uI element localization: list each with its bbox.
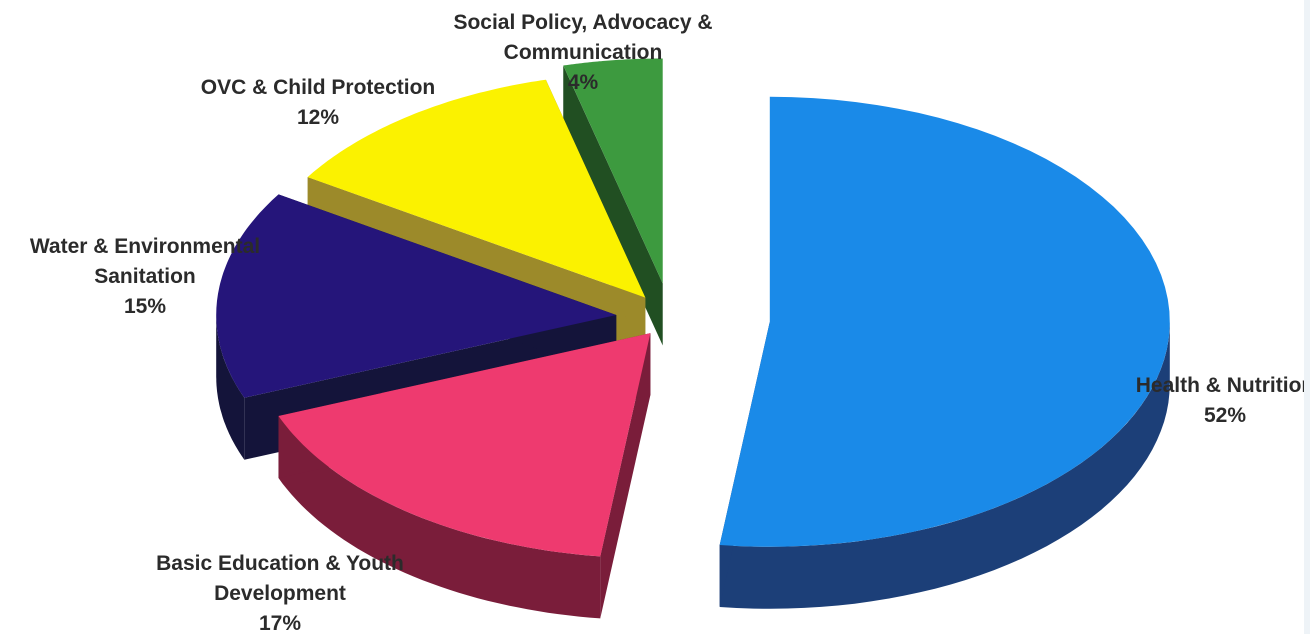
pie-slice-wall <box>600 333 651 619</box>
pie-slice-top <box>278 333 651 557</box>
pie-slice-top <box>216 194 617 398</box>
slice-percent: 4% <box>568 71 599 94</box>
slice-label-line: OVC & Child Protection <box>201 76 436 99</box>
pie-slice-side <box>719 321 1170 609</box>
slice-percent: 17% <box>259 612 301 634</box>
slice-percent: 15% <box>124 295 166 318</box>
pie-slice-basic-education <box>278 333 651 619</box>
slice-label-line: Water & Environmental <box>30 235 260 258</box>
slice-label-line: Communication <box>504 41 663 64</box>
pie-slice-top <box>307 79 646 298</box>
pie-slice-side <box>216 315 245 460</box>
slice-label-line: Health & Nutrition <box>1136 374 1310 397</box>
slice-label-line: Sanitation <box>94 265 196 288</box>
pie-slice-side <box>278 416 601 619</box>
pie-slice-top <box>719 96 1170 547</box>
pie-slice-top <box>563 58 663 284</box>
slice-label-water-sanitation: Water & Environmental Sanitation 15% <box>30 235 260 318</box>
slice-label-social-policy: Social Policy, Advocacy & Communication 4% <box>453 11 712 94</box>
pie-slice-health-nutrition <box>719 96 1170 609</box>
slice-label-basic-education: Basic Education & Youth Development 17% <box>156 552 404 634</box>
slice-label-health-nutrition: Health & Nutrition 52% <box>1136 374 1310 427</box>
pie-slice-wall <box>563 65 663 346</box>
slice-label-ovc-child-protection: OVC & Child Protection 12% <box>201 76 436 129</box>
slice-percent: 12% <box>297 106 339 129</box>
pie-slice-social-policy <box>563 58 663 346</box>
slice-percent: 52% <box>1204 404 1246 427</box>
slice-label-line: Social Policy, Advocacy & <box>453 11 712 34</box>
slice-label-line: Development <box>214 582 346 605</box>
slice-label-line: Basic Education & Youth <box>156 552 404 575</box>
page-edge <box>1304 0 1310 634</box>
